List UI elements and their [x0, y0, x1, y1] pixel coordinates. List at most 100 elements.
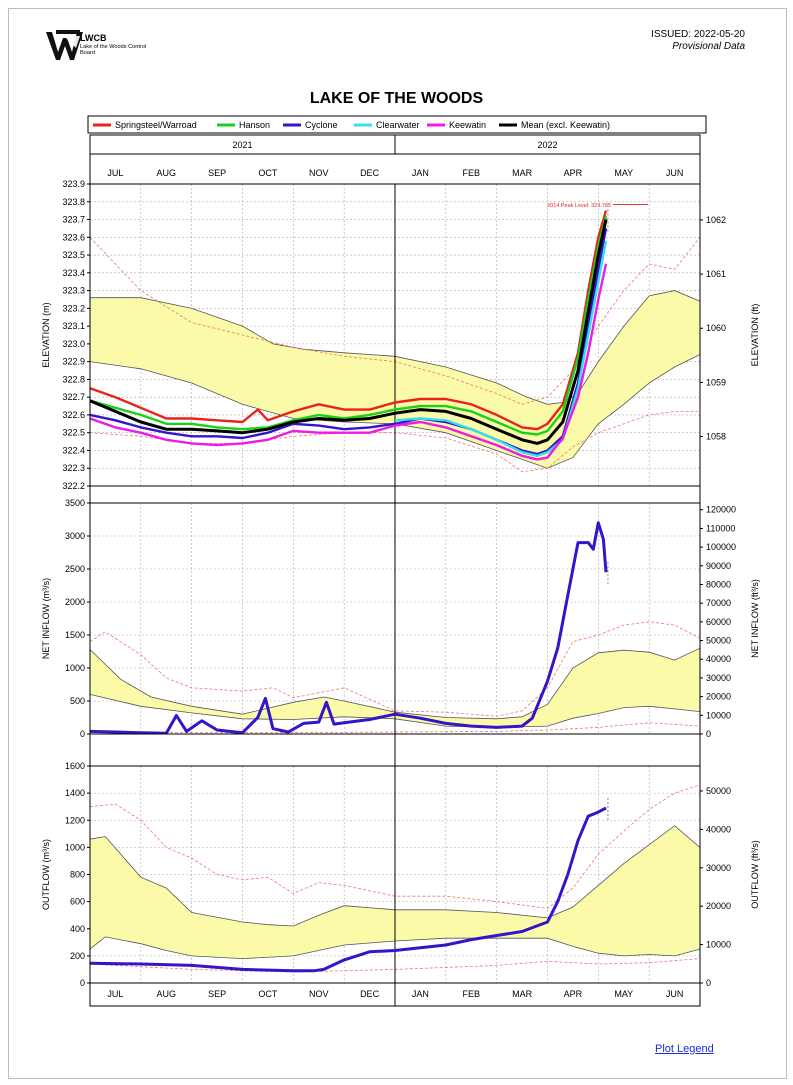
- y2-tick-label: 120000: [706, 505, 736, 515]
- y-tick-label: 323.0: [62, 339, 85, 349]
- y2-axis-title: NET INFLOW (ft³/s): [750, 579, 760, 658]
- y2-tick-label: 40000: [706, 654, 731, 664]
- month-label: OCT: [258, 989, 278, 999]
- y2-tick-label: 60000: [706, 617, 731, 627]
- peak-label: 2014 Peak Level: 323.785: [547, 203, 611, 209]
- month-label: NOV: [309, 168, 329, 178]
- peak-annotation: 2014 Peak Level: 323.785: [547, 203, 648, 209]
- chart-panel: 0 500 1000 1500 2000 2500 3000 3500 0 10000 20000 3…: [41, 498, 760, 739]
- y-tick-label: 800: [70, 870, 85, 880]
- legend-label: Mean (excl. Keewatin): [521, 120, 610, 130]
- y-tick-label: 200: [70, 951, 85, 961]
- y2-tick-label: 1058: [706, 432, 726, 442]
- extreme-lower-line: [89, 722, 701, 734]
- y-tick-label: 3000: [65, 531, 85, 541]
- y-tick-label: 323.3: [62, 286, 85, 296]
- month-label: JAN: [412, 989, 429, 999]
- y-tick-label: 600: [70, 897, 85, 907]
- y2-tick-label: 1062: [706, 215, 726, 225]
- y-tick-label: 1400: [65, 788, 85, 798]
- month-label: NOV: [309, 989, 329, 999]
- month-label: JAN: [412, 168, 429, 178]
- series-line: [89, 263, 608, 461]
- band-lower-line: [89, 936, 701, 960]
- y-tick-label: 322.5: [62, 428, 85, 438]
- series-line: [89, 210, 608, 431]
- normal-range-band: [90, 648, 700, 728]
- y2-axis-title: OUTFLOW (ft³/s): [750, 840, 760, 909]
- chart-panel: 322.2 322.3 322.4 322.5 322.6 322.7 322.8 322.9…: [41, 179, 760, 491]
- plot-legend-link[interactable]: Plot Legend: [655, 1043, 714, 1055]
- month-label: DEC: [360, 168, 380, 178]
- month-label: DEC: [360, 989, 380, 999]
- y-axis-title: NET INFLOW (m³/s): [41, 578, 51, 659]
- band-upper-line: [90, 290, 701, 405]
- y-tick-label: 322.8: [62, 374, 85, 384]
- y-tick-label: 1000: [65, 842, 85, 852]
- y2-tick-label: 30000: [706, 673, 731, 683]
- month-label: FEB: [462, 989, 480, 999]
- y2-tick-label: 1060: [706, 323, 726, 333]
- y-tick-label: 322.9: [62, 357, 85, 367]
- year-label: 2021: [232, 140, 252, 150]
- chart-legend: Springsteel/Warroad Hanson Cyclone Clearwat…: [87, 115, 707, 134]
- month-label: SEP: [208, 168, 226, 178]
- y2-tick-label: 1059: [706, 377, 726, 387]
- y2-axis-title: ELEVATION (ft): [750, 304, 760, 367]
- legend-item: Cyclone: [283, 120, 338, 130]
- month-label: MAR: [512, 989, 533, 999]
- y-tick-label: 2000: [65, 597, 85, 607]
- extreme-upper-line: [89, 784, 701, 909]
- page-title: LAKE OF THE WOODS: [309, 90, 484, 107]
- y-tick-label: 323.1: [62, 321, 85, 331]
- y-axis-title: ELEVATION (m): [41, 302, 51, 367]
- month-label: JUN: [666, 168, 684, 178]
- legend-box: [87, 115, 707, 134]
- month-label: APR: [564, 989, 583, 999]
- extreme-upper-line: [89, 237, 701, 405]
- y2-tick-label: 50000: [706, 786, 731, 796]
- extreme-lower-line: [89, 958, 701, 973]
- series-line: [89, 215, 608, 436]
- y-tick-label: 1500: [65, 630, 85, 640]
- y2-tick-label: 100000: [706, 542, 736, 552]
- legend-label: Springsteel/Warroad: [115, 120, 197, 130]
- lwcb-logo: [46, 30, 83, 60]
- legend-label: Cyclone: [305, 120, 338, 130]
- month-label: JUL: [107, 168, 123, 178]
- month-label: JUL: [107, 989, 123, 999]
- y-tick-label: 322.2: [62, 481, 85, 491]
- legend-label: Clearwater: [376, 120, 420, 130]
- year-label: 2022: [537, 140, 557, 150]
- y-tick-label: 3500: [65, 498, 85, 508]
- month-label: AUG: [156, 989, 176, 999]
- y2-tick-label: 50000: [706, 636, 731, 646]
- month-label: JUN: [666, 989, 684, 999]
- y2-tick-label: 1061: [706, 269, 726, 279]
- month-label: MAR: [512, 168, 533, 178]
- y-tick-label: 323.7: [62, 215, 85, 225]
- y-tick-label: 323.4: [62, 268, 85, 278]
- y2-tick-label: 10000: [706, 940, 731, 950]
- legend-item: Hanson: [217, 120, 270, 130]
- extreme-upper-line: [89, 621, 701, 717]
- y-tick-label: 322.7: [62, 392, 85, 402]
- legend-item: Mean (excl. Keewatin): [499, 120, 610, 130]
- series-line: [89, 806, 607, 973]
- normal-range-band: [90, 825, 700, 959]
- series-line: [89, 521, 608, 735]
- y2-tick-label: 20000: [706, 692, 731, 702]
- y2-tick-label: 40000: [706, 824, 731, 834]
- logo-subtitle: Lake of the Woods Control Board: [80, 44, 147, 56]
- month-labels-bottom: JUL AUG SEP OCT NOV DEC JAN FEB MAR APR MAY JUN: [89, 982, 701, 1007]
- y-tick-label: 322.4: [62, 445, 85, 455]
- y-axis-title: OUTFLOW (m³/s): [41, 839, 51, 910]
- y2-tick-label: 70000: [706, 598, 731, 608]
- month-row-top: [89, 153, 701, 185]
- issued-date: ISSUED: 2022-05-20: [651, 29, 745, 40]
- month-labels-top: JUL AUG SEP OCT NOV DEC JAN FEB MAR APR MAY JUN: [89, 153, 701, 185]
- month-label: OCT: [258, 168, 278, 178]
- y2-tick-label: 0: [706, 729, 711, 739]
- month-label: SEP: [208, 989, 226, 999]
